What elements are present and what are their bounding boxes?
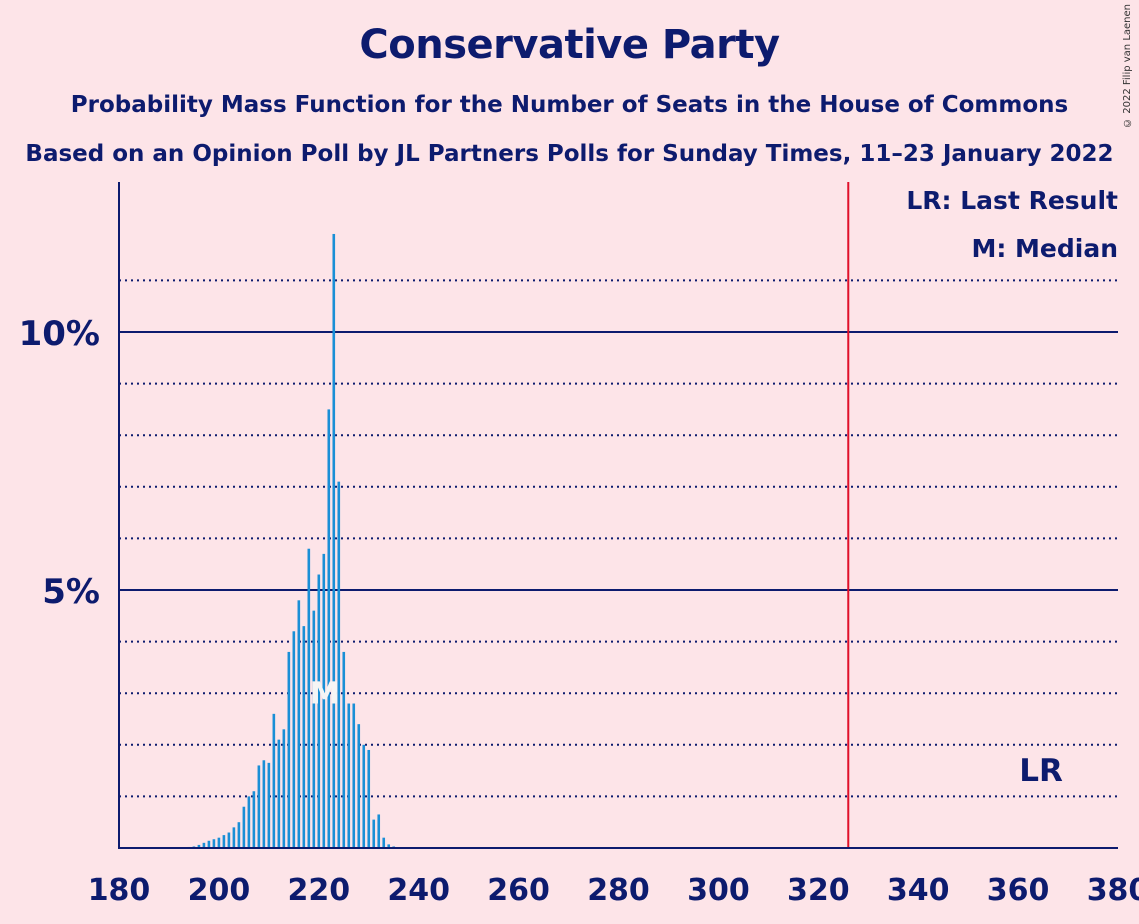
bar <box>317 574 321 848</box>
x-tick-label: 320 <box>787 873 850 908</box>
x-tick-label: 200 <box>188 873 251 908</box>
x-tick-label: 260 <box>487 873 550 908</box>
bar <box>367 749 371 848</box>
bar <box>347 703 351 848</box>
y-tick-label: 10% <box>19 314 100 354</box>
bar <box>282 729 286 848</box>
y-tick-label: 5% <box>42 572 100 612</box>
bar <box>277 739 281 848</box>
bar <box>327 409 331 848</box>
x-tick-label: 300 <box>687 873 750 908</box>
bar <box>292 631 296 848</box>
bar <box>217 837 221 848</box>
chart-source-note: Based on an Opinion Poll by JL Partners … <box>25 141 1114 167</box>
bar <box>222 835 226 848</box>
x-tick-label: 180 <box>88 873 151 908</box>
bar <box>207 840 211 848</box>
bar <box>252 791 256 848</box>
bar <box>212 839 216 848</box>
chart-subtitle: Probability Mass Function for the Number… <box>70 92 1069 118</box>
bar <box>387 844 391 848</box>
x-tick-label: 280 <box>587 873 650 908</box>
bar <box>242 806 246 848</box>
bar <box>322 553 326 848</box>
bar-series <box>182 233 401 848</box>
bar <box>257 765 261 848</box>
median-marker: M <box>310 677 340 712</box>
bar <box>377 814 381 848</box>
x-tick-label: 240 <box>387 873 450 908</box>
chart-title: Conservative Party <box>359 22 780 68</box>
bar <box>312 610 316 848</box>
bar <box>362 744 366 848</box>
bar <box>247 796 251 848</box>
x-tick-label: 360 <box>987 873 1050 908</box>
bar <box>272 713 276 848</box>
x-tick-label: 340 <box>887 873 950 908</box>
x-tick-label: 220 <box>287 873 350 908</box>
legend-median: M: Median <box>971 234 1118 263</box>
bar <box>227 832 231 848</box>
bar <box>287 651 291 848</box>
chart-overlay: M LR <box>310 182 1063 848</box>
bar <box>307 548 311 848</box>
axes: 5% 10% 180 200 220 240 260 280 300 320 340 360 380 <box>19 182 1139 908</box>
bar <box>357 724 361 848</box>
bar <box>232 827 236 848</box>
bar <box>352 703 356 848</box>
bar <box>237 822 241 848</box>
legend-last-result: LR: Last Result <box>906 186 1118 215</box>
bar <box>382 837 386 848</box>
bar <box>197 844 201 848</box>
bar <box>302 626 306 848</box>
bar <box>297 600 301 848</box>
gridlines <box>119 279 1118 798</box>
bar <box>372 819 376 848</box>
bar <box>202 842 206 848</box>
bar <box>337 481 341 848</box>
bar <box>267 762 271 848</box>
bar <box>342 651 346 848</box>
x-tick-label: 380 <box>1087 873 1139 908</box>
bar <box>332 233 336 848</box>
bar <box>262 760 266 848</box>
last-result-label: LR <box>1019 753 1063 789</box>
